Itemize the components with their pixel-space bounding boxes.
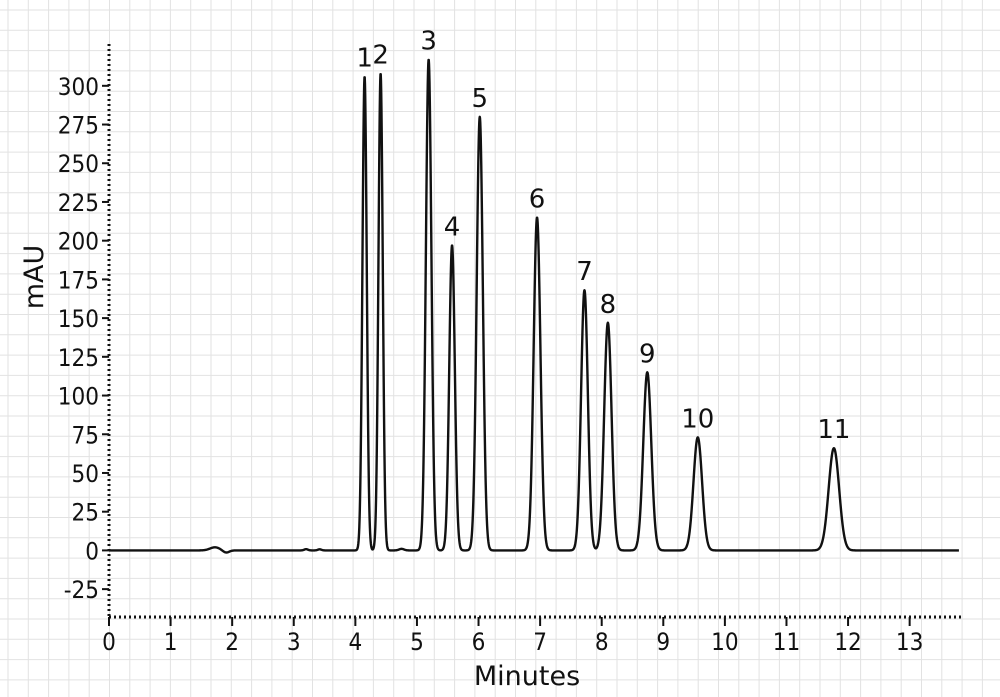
y-tick-label: 100 <box>58 383 99 411</box>
peak-label: 2 <box>372 40 389 70</box>
peak-label: 4 <box>444 212 461 242</box>
y-tick-label: 25 <box>72 499 99 527</box>
y-tick-label: 200 <box>58 228 99 256</box>
peak-label: 3 <box>420 26 437 56</box>
y-axis-title: mAU <box>19 245 50 310</box>
x-tick-label: 0 <box>102 628 116 656</box>
peak-label: 9 <box>639 339 656 369</box>
x-tick-label: 13 <box>896 628 923 656</box>
y-tick-label: 250 <box>58 150 99 178</box>
y-tick-label: 50 <box>72 460 99 488</box>
peak-label: 1 <box>356 44 373 74</box>
y-tick-label: -25 <box>64 576 99 604</box>
peak-label: 6 <box>529 184 546 214</box>
y-axis-ticks: -25 0 25 50 75 100 125 150 175 200 225 250 275 300 <box>58 73 109 604</box>
x-tick-label: 12 <box>834 628 861 656</box>
x-tick-label: 10 <box>711 628 738 656</box>
x-tick-label: 6 <box>472 628 486 656</box>
x-tick-label: 9 <box>656 628 670 656</box>
peak-label: 11 <box>817 415 850 445</box>
x-tick-label: 7 <box>533 628 547 656</box>
y-tick-label: 0 <box>85 537 99 565</box>
y-tick-label: 150 <box>58 305 99 333</box>
y-tick-label: 225 <box>58 189 99 217</box>
peak-label: 10 <box>681 404 714 434</box>
y-tick-label: 275 <box>58 112 99 140</box>
y-tick-label: 125 <box>58 344 99 372</box>
x-tick-label: 4 <box>348 628 362 656</box>
chromatogram-trace <box>108 58 960 554</box>
x-tick-label: 8 <box>595 628 609 656</box>
y-tick-label: 75 <box>72 421 99 449</box>
y-tick-label: 300 <box>58 73 99 101</box>
peak-label: 7 <box>576 257 593 287</box>
peak-label: 5 <box>471 84 488 114</box>
x-axis-ticks: 0 1 2 3 4 5 6 7 8 9 10 11 12 13 <box>102 617 923 656</box>
x-tick-label: 1 <box>164 628 178 656</box>
y-tick-label: 175 <box>58 266 99 294</box>
peak-labels: 1 2 3 4 5 6 789 10 11 <box>356 26 850 445</box>
peak-label: 8 <box>600 290 617 320</box>
x-tick-label: 2 <box>225 628 239 656</box>
x-axis-title: Minutes <box>474 661 580 692</box>
x-tick-label: 5 <box>410 628 424 656</box>
axes <box>107 44 962 619</box>
x-tick-label: 11 <box>773 628 800 656</box>
x-tick-label: 3 <box>287 628 301 656</box>
